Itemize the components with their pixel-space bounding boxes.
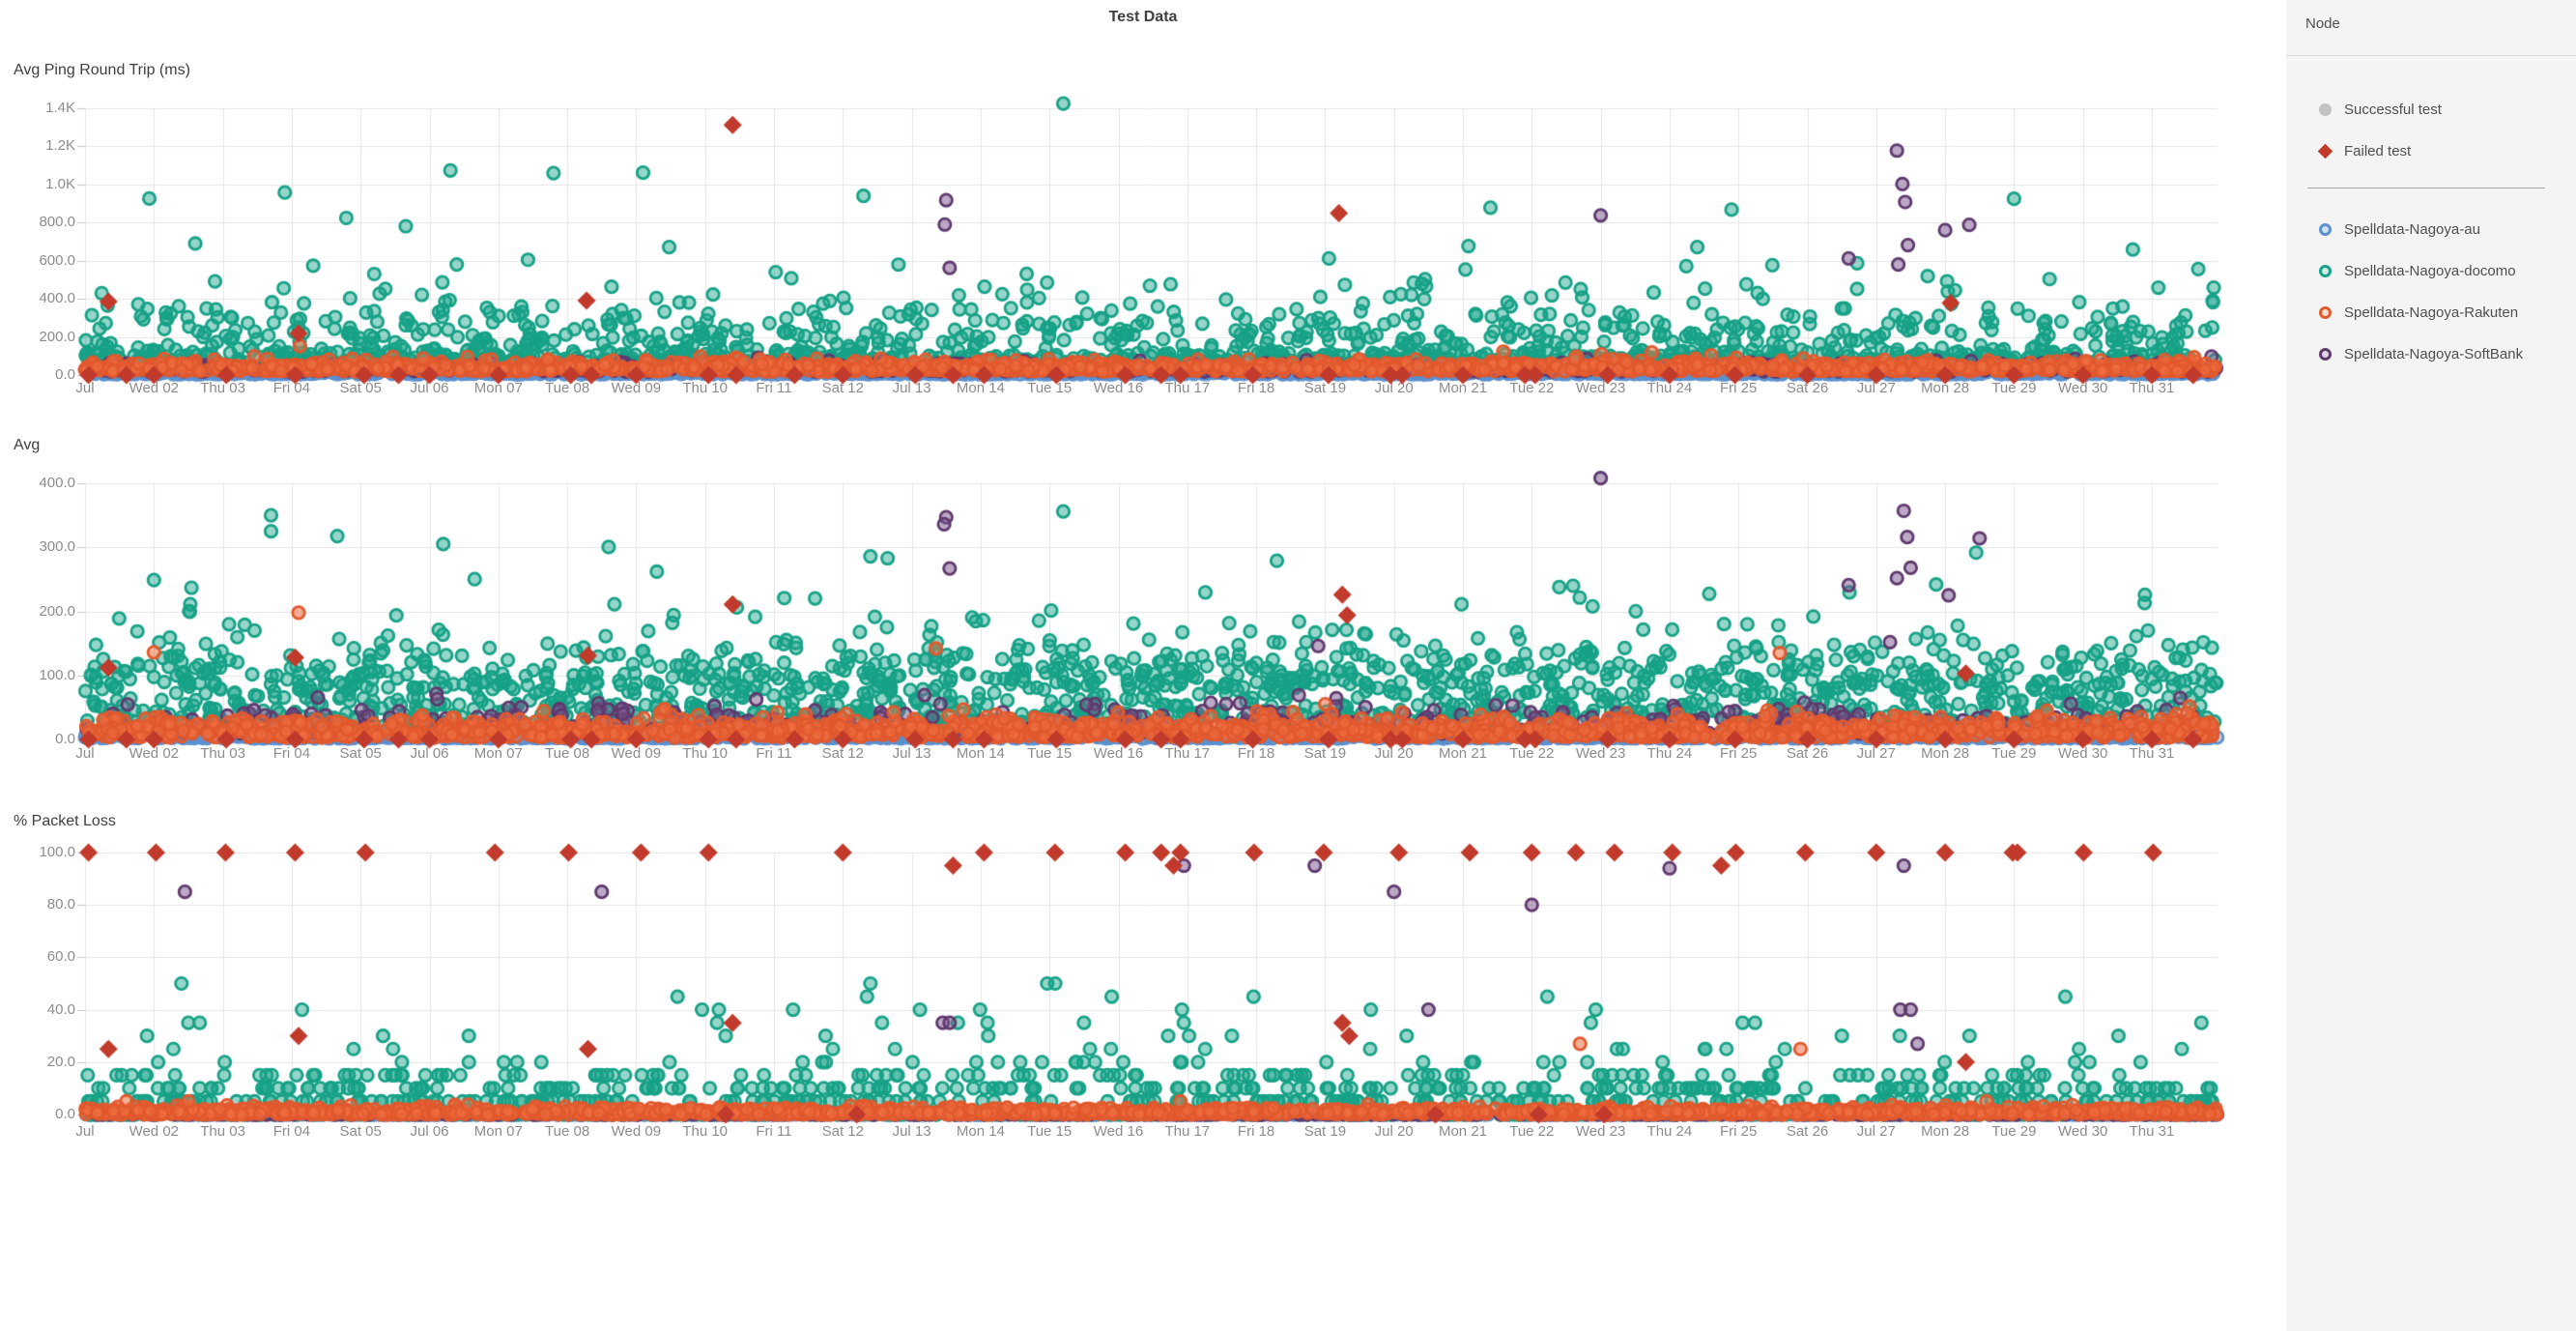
legend-item-label: Successful test <box>2344 101 2442 118</box>
legend-item-label: Spelldata-Nagoya-SoftBank <box>2344 345 2524 362</box>
legend-item-failed-test[interactable]: Failed test <box>2317 141 2412 160</box>
failed-diamond-icon <box>2317 143 2333 159</box>
loss-chart-title: % Packet Loss <box>14 813 116 829</box>
legend-item-label: Spelldata-Nagoya-docomo <box>2344 262 2516 279</box>
success-dot-icon <box>2319 102 2332 116</box>
legend-item-node-docomo[interactable]: Spelldata-Nagoya-docomo <box>2319 261 2516 280</box>
legend-item-node-softbank[interactable]: Spelldata-Nagoya-SoftBank <box>2319 344 2523 363</box>
page-title: Test Data <box>1108 9 1178 25</box>
legend-item-label: Spelldata-Nagoya-Rakuten <box>2344 304 2519 321</box>
legend-item-successful-test[interactable]: Successful test <box>2319 100 2442 119</box>
legend-item-node-au[interactable]: Spelldata-Nagoya-au <box>2319 219 2480 239</box>
au-ring-icon <box>2319 222 2332 236</box>
loss-plot-area[interactable] <box>0 837 2286 1152</box>
softbank-ring-icon <box>2319 347 2332 361</box>
chart-panel: Test Data Avg Ping Round Trip (ms)0.0200… <box>0 9 2286 1152</box>
avg-chart-title: Avg <box>14 437 41 453</box>
legend-sidebar: Node Successful test Failed test Spellda… <box>2286 0 2576 1331</box>
legend-title: Node <box>2305 15 2340 32</box>
legend-item-label: Failed test <box>2344 142 2412 159</box>
ping-chart-title: Avg Ping Round Trip (ms) <box>14 62 190 78</box>
docomo-ring-icon <box>2319 264 2332 277</box>
ping-plot-area[interactable] <box>0 87 2286 408</box>
rakuten-ring-icon <box>2319 305 2332 319</box>
avg-plot-area[interactable] <box>0 462 2286 775</box>
legend-divider <box>2286 55 2576 56</box>
legend-item-node-rakuten[interactable]: Spelldata-Nagoya-Rakuten <box>2319 303 2518 322</box>
legend-item-label: Spelldata-Nagoya-au <box>2344 220 2480 238</box>
